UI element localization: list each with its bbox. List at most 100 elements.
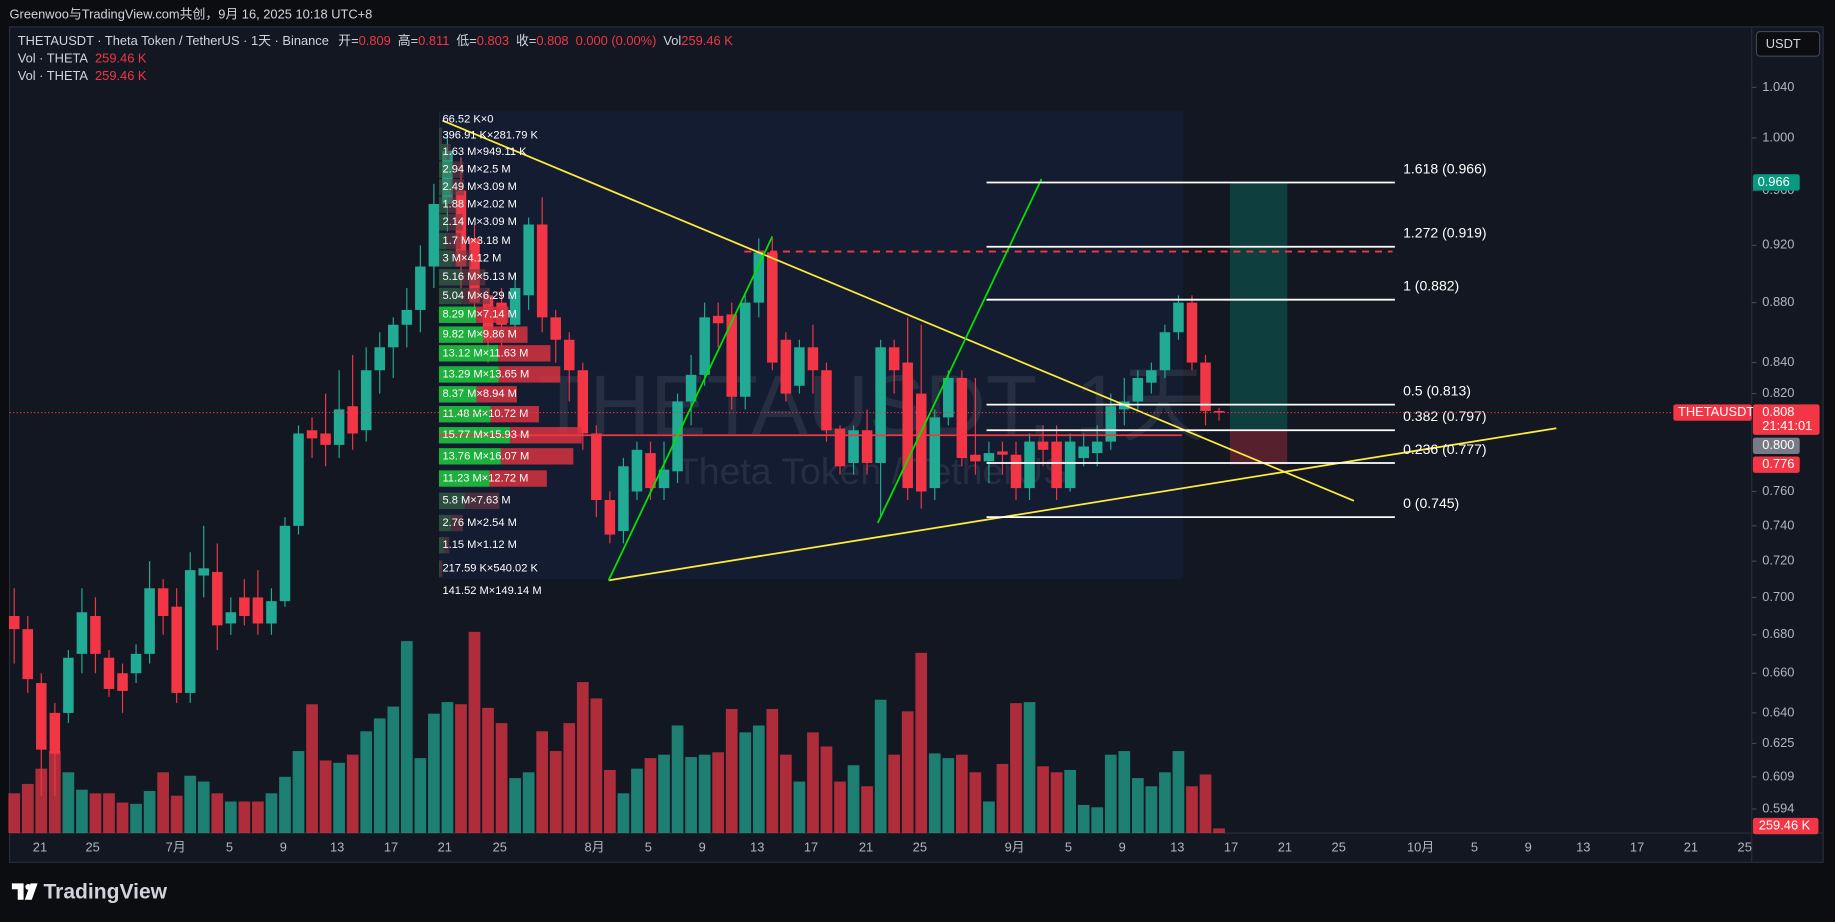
symbol-tag-bg bbox=[1673, 404, 1752, 421]
legend-vol: 259.46 K bbox=[681, 34, 733, 49]
candle-body bbox=[320, 433, 331, 445]
legend-line: THETAUSDT · Theta Token / TetherUS · 1天 … bbox=[18, 34, 733, 49]
volume-bar bbox=[590, 698, 603, 834]
candle-body bbox=[997, 451, 1008, 455]
profile-buy-bar bbox=[438, 250, 453, 267]
legend-label: 开= bbox=[338, 34, 358, 49]
profile-sell-bar bbox=[440, 127, 443, 144]
volume-tag: 259.46 K bbox=[1759, 817, 1811, 832]
y-tick-label: 1.040 bbox=[1762, 79, 1794, 94]
profile-buy-bar bbox=[438, 306, 477, 323]
volume-bar bbox=[752, 725, 765, 834]
profile-sell-bar bbox=[444, 537, 450, 554]
legend-value: 0.803 bbox=[477, 34, 509, 49]
indicator-line: Vol · THETA 259.46 K bbox=[18, 51, 147, 66]
profile-buy-bar bbox=[438, 366, 499, 383]
volume-bar bbox=[373, 718, 386, 834]
profile-label: 1.7 M×3.18 M bbox=[442, 235, 510, 247]
volume-bar bbox=[861, 786, 873, 834]
candle-body bbox=[198, 568, 210, 576]
profile-label: 2.76 M×2.54 M bbox=[442, 517, 516, 529]
volume-bar bbox=[685, 757, 697, 834]
profile-sell-bar bbox=[446, 232, 461, 250]
legend-value: 0.809 bbox=[359, 34, 391, 49]
candle-body bbox=[645, 453, 656, 489]
volume-bar bbox=[387, 706, 400, 834]
volume-bar bbox=[983, 801, 995, 834]
candle-body bbox=[1132, 377, 1144, 402]
y-tick-label: 0.820 bbox=[1762, 385, 1794, 400]
legend-label: 高= bbox=[398, 34, 418, 49]
profile-sell-bar bbox=[500, 448, 574, 465]
volume-bar bbox=[1131, 778, 1144, 834]
indicator-line: Vol · THETA 259.46 K bbox=[18, 69, 147, 84]
volume-bar bbox=[780, 754, 792, 834]
profile-buy-bar bbox=[438, 560, 440, 577]
candle-body bbox=[915, 393, 927, 492]
volume-bar bbox=[658, 754, 670, 834]
profile-sell-bar bbox=[498, 366, 561, 383]
legend-value: 0.811 bbox=[418, 34, 449, 49]
marker-tag-bg bbox=[1752, 437, 1800, 454]
legend-value: 0.808 bbox=[536, 34, 568, 49]
legend-symbol: THETAUSDT · Theta Token / TetherUS · 1天 … bbox=[18, 34, 329, 49]
candle-body bbox=[266, 601, 277, 624]
candle-body bbox=[144, 588, 155, 654]
profile-buy-bar bbox=[438, 386, 477, 403]
profile-sell-bar bbox=[483, 326, 528, 343]
profile-sell-bar bbox=[447, 196, 457, 213]
candle-body bbox=[631, 449, 643, 492]
x-tick-label: 5 bbox=[645, 840, 652, 855]
volume-bar bbox=[482, 707, 494, 834]
volume-bar bbox=[793, 781, 806, 834]
candle-body bbox=[699, 317, 710, 375]
profile-sell-bar bbox=[462, 269, 486, 286]
candle-body bbox=[509, 288, 521, 325]
y-tick-label: 0.640 bbox=[1762, 704, 1794, 719]
volume-bar bbox=[8, 793, 21, 834]
trend-line bbox=[442, 119, 1355, 502]
profile-label: 1.15 M×1.12 M bbox=[442, 539, 516, 551]
long-position-target bbox=[1229, 182, 1288, 430]
volume-bar bbox=[455, 704, 467, 834]
profile-buy-bar bbox=[438, 179, 451, 196]
candle-body bbox=[1200, 362, 1211, 411]
volume-bar bbox=[576, 682, 589, 834]
profile-range-box bbox=[438, 111, 1184, 580]
candle-body bbox=[1091, 441, 1103, 454]
profile-sell-bar bbox=[461, 287, 490, 305]
profile-label: 2.14 M×3.09 M bbox=[442, 216, 516, 228]
volume-bar bbox=[170, 795, 183, 834]
profile-total: 141.52 M×149.14 M bbox=[442, 585, 541, 597]
y-tick-label: 0.840 bbox=[1762, 354, 1794, 369]
candle-body bbox=[130, 653, 142, 674]
target-tag-bg bbox=[1752, 174, 1800, 191]
profile-label: 13.29 M×13.65 M bbox=[442, 368, 529, 380]
volume-bar bbox=[820, 746, 833, 834]
volume-bar bbox=[725, 708, 738, 834]
volume-bar bbox=[292, 751, 305, 834]
candle-body bbox=[1051, 441, 1062, 489]
currency-button[interactable] bbox=[1755, 31, 1821, 57]
profile-label: 8.37 M×8.94 M bbox=[442, 388, 516, 400]
currency-label[interactable]: USDT bbox=[1766, 36, 1801, 51]
profile-label: 3 M×4.12 M bbox=[442, 253, 501, 265]
x-tick-label: 21 bbox=[1278, 840, 1292, 855]
volume-bar bbox=[333, 762, 345, 834]
profile-label: 9.82 M×9.86 M bbox=[442, 329, 516, 341]
candle-body bbox=[983, 453, 995, 462]
volume-bar bbox=[1118, 751, 1131, 834]
candle-body bbox=[929, 417, 941, 489]
volume-bar bbox=[468, 631, 481, 834]
volume-bar bbox=[1104, 754, 1117, 834]
overlay-layer: 66.52 K×0 396.91 K×281.79 K 1.63 M×949.11 … bbox=[9, 113, 1820, 835]
y-tick-label: 0.609 bbox=[1762, 768, 1794, 783]
candle-body bbox=[563, 339, 575, 371]
x-tick-label: 21 bbox=[859, 840, 873, 855]
volume-bar bbox=[157, 772, 169, 834]
logo-mark bbox=[11, 883, 38, 900]
profile-label: 5.8 M×7.63 M bbox=[442, 495, 510, 507]
candle-body bbox=[1146, 370, 1157, 383]
trend-line bbox=[876, 178, 1043, 524]
